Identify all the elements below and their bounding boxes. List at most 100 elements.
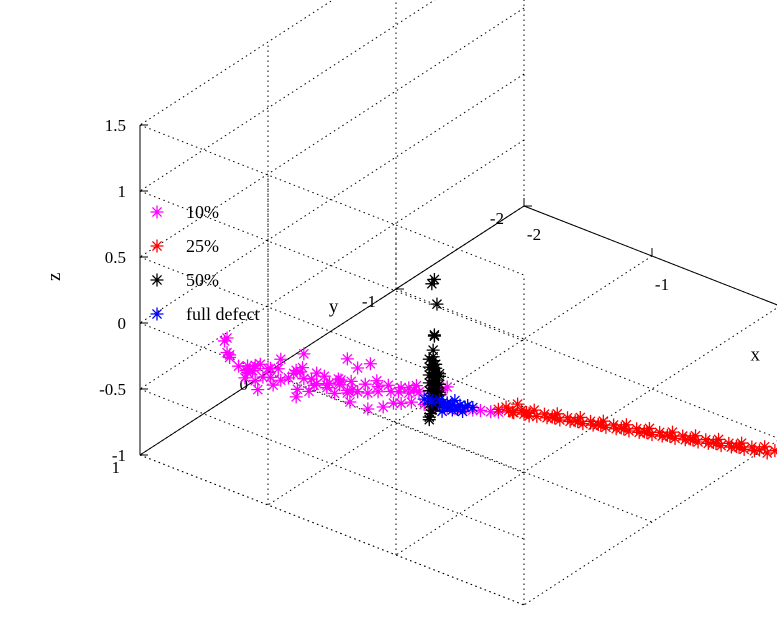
data-point bbox=[520, 405, 534, 419]
data-point bbox=[412, 385, 426, 399]
data-point bbox=[241, 359, 255, 373]
data-point bbox=[422, 376, 436, 390]
data-points bbox=[217, 272, 777, 460]
y-tick-label: -1 bbox=[362, 292, 376, 311]
data-point bbox=[668, 431, 682, 445]
data-point bbox=[450, 402, 464, 416]
data-point bbox=[514, 403, 528, 417]
data-point bbox=[310, 366, 324, 380]
data-point bbox=[745, 440, 759, 454]
z-tick-label: -0.5 bbox=[99, 380, 126, 399]
data-point bbox=[345, 383, 359, 397]
data-point bbox=[253, 357, 267, 371]
data-point bbox=[568, 414, 582, 428]
x-tick-label: -1 bbox=[655, 275, 669, 294]
data-point bbox=[617, 422, 631, 436]
data-point bbox=[505, 405, 519, 419]
z-axis-label: z bbox=[44, 273, 65, 281]
data-point bbox=[223, 348, 237, 362]
data-point bbox=[328, 386, 342, 400]
data-point bbox=[550, 407, 564, 421]
y-axis-line bbox=[139, 205, 525, 456]
data-point bbox=[522, 409, 536, 423]
data-point bbox=[499, 400, 513, 414]
data-point bbox=[530, 409, 544, 423]
data-point bbox=[511, 397, 525, 411]
data-point bbox=[724, 440, 738, 454]
data-point bbox=[466, 400, 480, 414]
legend-label: 50% bbox=[186, 270, 219, 290]
data-point bbox=[594, 418, 608, 432]
data-point bbox=[540, 411, 554, 425]
data-point bbox=[586, 418, 600, 432]
data-point bbox=[404, 395, 418, 409]
data-point bbox=[296, 361, 310, 375]
data-point bbox=[706, 436, 720, 450]
data-point bbox=[689, 429, 703, 443]
z-tick-label: 1 bbox=[118, 182, 127, 201]
axis-labels: x y z bbox=[44, 273, 760, 366]
data-point bbox=[430, 297, 444, 311]
data-point bbox=[422, 368, 436, 382]
data-point bbox=[619, 418, 633, 432]
y-tick-label: -2 bbox=[490, 209, 504, 228]
grid-line bbox=[139, 256, 525, 408]
data-point bbox=[491, 402, 505, 416]
data-point bbox=[402, 381, 416, 395]
data-point bbox=[502, 404, 516, 418]
data-point bbox=[422, 384, 436, 398]
data-point bbox=[251, 383, 265, 397]
series-full-defect bbox=[417, 392, 480, 418]
grid-line bbox=[139, 322, 525, 474]
data-point bbox=[686, 433, 700, 447]
data-point bbox=[371, 380, 385, 394]
data-point bbox=[305, 372, 319, 386]
data-point bbox=[596, 414, 610, 428]
y-tick-label: 0 bbox=[240, 375, 249, 394]
data-point bbox=[220, 331, 234, 345]
data-point bbox=[458, 400, 472, 414]
z-tick-label: 1.5 bbox=[105, 116, 126, 135]
data-point bbox=[281, 371, 295, 385]
data-point bbox=[473, 403, 487, 417]
data-point bbox=[310, 377, 324, 391]
data-point bbox=[573, 410, 587, 424]
data-point bbox=[241, 365, 255, 379]
grid-line bbox=[139, 388, 525, 540]
legend: 10% 25% 50% full defect bbox=[150, 202, 259, 324]
data-point bbox=[256, 370, 270, 384]
data-point bbox=[660, 428, 674, 442]
data-point bbox=[548, 411, 562, 425]
data-point bbox=[760, 446, 774, 460]
data-point bbox=[394, 396, 408, 410]
data-point bbox=[484, 405, 498, 419]
data-point bbox=[645, 428, 659, 442]
legend-marker bbox=[150, 239, 164, 253]
data-point bbox=[386, 396, 400, 410]
grid-line bbox=[139, 73, 525, 324]
data-point bbox=[417, 392, 431, 406]
data-point bbox=[637, 425, 651, 439]
series-50 bbox=[422, 272, 447, 427]
z-tick-label: 0.5 bbox=[105, 248, 126, 267]
data-point bbox=[561, 411, 575, 425]
data-point bbox=[232, 359, 246, 373]
grid-line bbox=[523, 205, 777, 306]
data-point bbox=[248, 358, 262, 372]
grid-line bbox=[395, 288, 777, 439]
data-point bbox=[701, 436, 715, 450]
data-point bbox=[317, 369, 331, 383]
data-point bbox=[714, 439, 728, 453]
data-point bbox=[358, 377, 372, 391]
x-axis-line bbox=[523, 205, 777, 306]
data-point bbox=[665, 425, 679, 439]
legend-marker bbox=[150, 205, 164, 219]
axes bbox=[139, 124, 777, 456]
data-point bbox=[247, 361, 261, 375]
data-point bbox=[384, 384, 398, 398]
grid-line bbox=[523, 440, 777, 606]
legend-label: 25% bbox=[186, 236, 219, 256]
data-point bbox=[737, 442, 751, 456]
y-tick-label: 1 bbox=[112, 458, 121, 477]
